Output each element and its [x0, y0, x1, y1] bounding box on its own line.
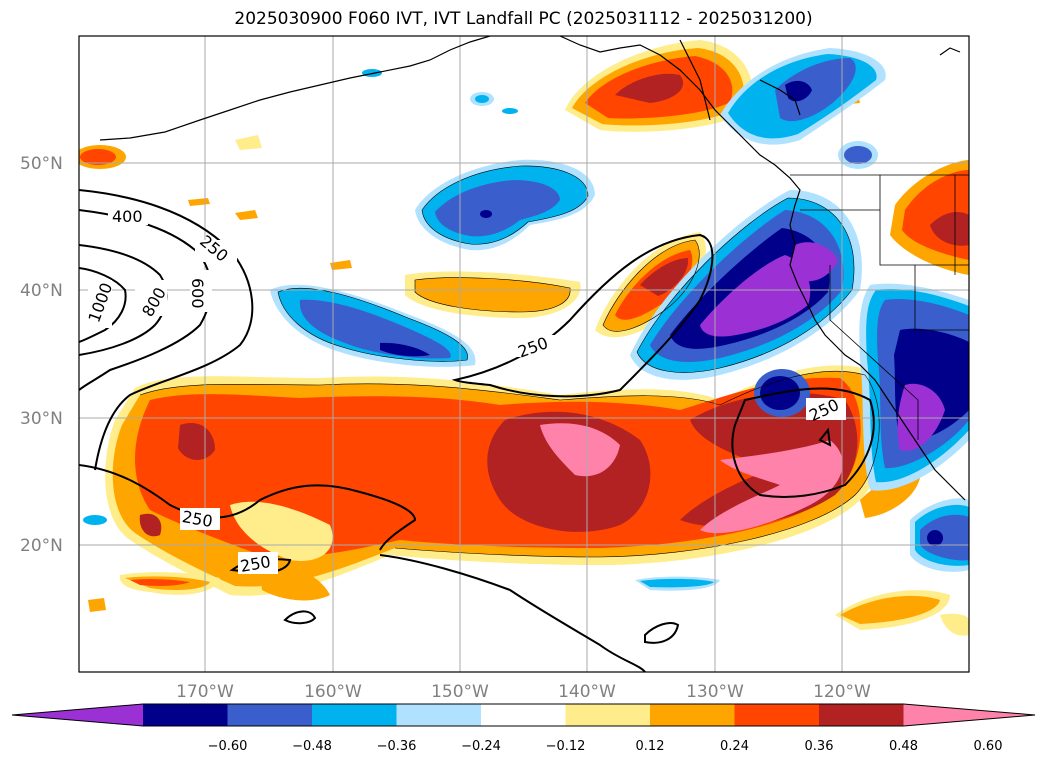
colorbar-tick: 0.36	[805, 739, 834, 754]
latitude-labels: 50°N 40°N 30°N 20°N	[20, 154, 63, 556]
lat-label-40n: 40°N	[20, 281, 63, 301]
colorbar-extend-high	[903, 704, 1035, 726]
lon-label-140w: 140°W	[558, 682, 616, 702]
contour-label-bg	[514, 335, 556, 357]
lat-label-30n: 30°N	[20, 409, 63, 429]
lon-label-160w: 160°W	[304, 682, 362, 702]
map-title: 2025030900 F060 IVT, IVT Landfall PC (20…	[234, 9, 813, 29]
contour-label-bg	[180, 508, 220, 530]
contour-label-bg	[195, 240, 237, 262]
colorbar-segment	[565, 704, 651, 726]
colorbar-tick: 0.24	[720, 739, 749, 754]
contour-label-bg	[88, 280, 112, 328]
lon-label-120w: 120°W	[813, 682, 871, 702]
contour-label-bg	[135, 280, 167, 316]
lon-label-150w: 150°W	[431, 682, 489, 702]
colorbar-tick: 0.48	[889, 739, 918, 754]
colorbar-ticks: −0.60 −0.48 −0.36 −0.24 −0.12 0.12 0.24 …	[208, 739, 1003, 754]
colorbar	[11, 703, 1036, 727]
state-borders	[790, 174, 969, 440]
negative-pc-field	[83, 48, 969, 591]
map-frame	[78, 35, 970, 673]
lon-label-170w: 170°W	[176, 682, 234, 702]
ivt-contour-labels: 400 250 600 800 1000 250 250 250 250	[84, 205, 846, 576]
lat-label-20n: 20°N	[20, 536, 63, 556]
colorbar-segment	[143, 704, 228, 726]
colorbar-segment	[650, 704, 735, 726]
colorbar-segment	[481, 704, 566, 726]
contour-label-400: 400	[112, 207, 143, 226]
shading-outlines	[139, 165, 880, 558]
contour-label-bg	[806, 398, 846, 420]
longitude-labels: 170°W 160°W 150°W 140°W 130°W 120°W	[176, 682, 871, 702]
colorbar-tick: −0.12	[546, 739, 586, 754]
colorbar-segment	[396, 704, 482, 726]
map-field: 400 250 600 800 1000 250 250 250 250	[79, 36, 969, 672]
colorbar-tick: −0.48	[292, 739, 332, 754]
contour-label-bg	[238, 552, 278, 574]
coastlines	[99, 36, 966, 501]
colorbar-tick: 0.12	[636, 739, 665, 754]
contour-label-bg	[190, 270, 212, 312]
lat-label-50n: 50°N	[20, 154, 63, 174]
colorbar-outline	[11, 703, 1036, 727]
colorbar-segment	[312, 704, 397, 726]
colorbar-segment	[227, 704, 313, 726]
colorbar-segment	[819, 704, 904, 726]
contour-label-600: 600	[188, 278, 207, 309]
colorbar-extend-low	[12, 704, 143, 726]
contour-label-bg	[108, 205, 148, 225]
lon-label-130w: 130°W	[686, 682, 744, 702]
colorbar-tick: 0.60	[974, 739, 1003, 754]
colorbar-tick: −0.60	[208, 739, 248, 754]
colorbar-tick: −0.36	[377, 739, 417, 754]
colorbar-segment	[734, 704, 820, 726]
positive-pc-field	[79, 40, 969, 636]
colorbar-tick: −0.24	[461, 739, 501, 754]
